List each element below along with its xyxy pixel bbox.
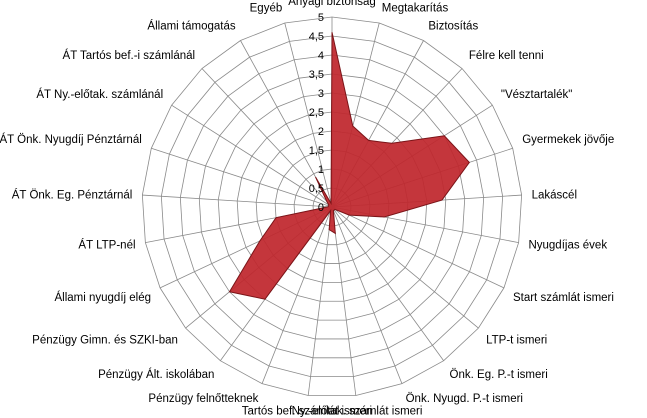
grid-spoke [331, 206, 403, 384]
grid-ring [160, 35, 504, 378]
grid-spoke [307, 206, 333, 396]
tick-label: 3,5 [309, 69, 324, 81]
grid-spoke [331, 206, 357, 396]
grid-ring [141, 16, 523, 396]
category-label: Gyermekek jövője [522, 134, 614, 146]
category-label: Ny.-előtak. számlát ismeri [292, 405, 423, 417]
category-label: Állami támogatás [147, 20, 235, 33]
tick-label: 5 [318, 12, 324, 24]
grid-spoke [201, 68, 333, 208]
category-label: Pénzügy Ált. iskolában [98, 368, 214, 381]
grid-spoke [284, 22, 333, 208]
grid-spoke [142, 194, 333, 208]
tick-label: 0,5 [309, 183, 324, 195]
grid-spoke [151, 147, 333, 208]
grid-spoke [171, 104, 333, 208]
grid-spoke [331, 206, 505, 289]
grid-spoke [331, 206, 479, 329]
category-label: Állami nyugdíj elég [54, 291, 151, 304]
tick-label: 3 [318, 88, 324, 100]
tick-label: 4,5 [309, 31, 324, 43]
tick-label: 1 [318, 164, 324, 176]
category-label: Félre kell tenni [469, 50, 544, 62]
radar-series [228, 32, 470, 300]
tick-label: 2 [318, 126, 324, 138]
category-label: Biztosítás [428, 21, 478, 33]
category-label: Önk. Eg. P.-t ismeri [450, 369, 548, 381]
tick-label: 4 [318, 50, 324, 62]
category-labels: Anyagi biztonság Megtakarítás Biztosítás Fé… [0, 0, 614, 417]
series-area [228, 32, 470, 300]
category-label: "Vésztartalék" [501, 89, 572, 101]
grid-spoke [331, 206, 445, 361]
category-label: Pénzügy felnőtteknek [148, 393, 258, 405]
category-label: Pénzügy Gimn. és SZKI-ban [32, 334, 178, 346]
category-label: Start számlát ismeri [513, 292, 614, 304]
category-label: Önk. Nyugd. P.-t ismeri [406, 393, 523, 405]
grid-spoke [261, 206, 333, 384]
category-label: Tartós bef. számlát ismeri [242, 405, 372, 417]
category-label: ÁT Ny.-előtak. számlánál [36, 88, 163, 101]
tick-label: 0 [318, 202, 324, 214]
radial-tick-labels: 0 0,5 1 1,5 2 2,5 3 3,5 4 4,5 5 [309, 12, 324, 214]
category-label: ÁT Önk. Eg. Pénztárnál [12, 188, 133, 201]
category-label: Anyagi biztonság [288, 0, 376, 8]
category-label: ÁT LTP-nél [78, 238, 135, 251]
category-label: Nyugdíjas évek [528, 239, 607, 251]
category-label: Lakáscél [532, 189, 577, 201]
category-label: Egyéb [250, 2, 283, 14]
tick-label: 1,5 [309, 145, 324, 157]
tick-label: 2,5 [309, 107, 324, 119]
category-label: ÁT Önk. Nyugdíj Pénztárnál [0, 133, 142, 146]
category-label: LTP-t ismeri [486, 334, 547, 346]
category-label: Megtakarítás [382, 2, 449, 14]
category-label: ÁT Tartós bef.-i számlánál [63, 49, 196, 62]
grid-ring [179, 54, 485, 359]
